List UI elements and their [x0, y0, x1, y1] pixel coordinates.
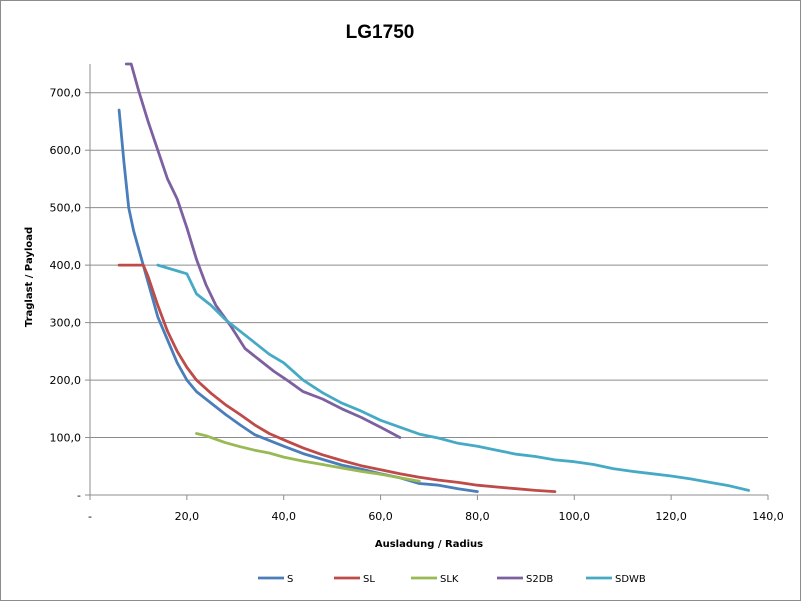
x-tick-label: 100,0 [559, 510, 591, 523]
tick-labels: - 100,0 200,0 300,0 400,0 500,0 600,0 700,0 - 20,… [50, 87, 784, 523]
x-tick-label: 40,0 [271, 510, 296, 523]
x-tick-label: 120,0 [655, 510, 687, 523]
y-tick-label: 300,0 [50, 317, 82, 330]
y-tick-label: 500,0 [50, 202, 82, 215]
x-tick-label: 140,0 [752, 510, 784, 523]
y-axis-label: Traglast / Payload [24, 227, 35, 327]
x-tick-label: 60,0 [368, 510, 393, 523]
series-line-slk [195, 432, 421, 483]
x-tick-label: - [88, 510, 92, 523]
legend-label-s2db: S2DB [526, 574, 553, 585]
y-tick-label: 200,0 [50, 374, 82, 387]
x-tick-label: 80,0 [465, 510, 490, 523]
series-line-s2db [124, 62, 402, 439]
y-tick-label: - [77, 489, 81, 502]
y-tick-label: 600,0 [50, 144, 82, 157]
chart-title: LG1750 [346, 22, 415, 43]
y-tick-label: 700,0 [50, 87, 82, 100]
legend-label-sl: SL [363, 574, 375, 585]
axes [85, 64, 769, 500]
legend-label-sdwb: SDWB [615, 574, 646, 585]
y-tick-label: 400,0 [50, 259, 82, 272]
legend-label-s: S [287, 574, 293, 585]
series-line-sl [117, 263, 557, 493]
legend: S SL SLK S2DB SDWB [258, 574, 646, 585]
y-tick-label: 100,0 [50, 432, 82, 445]
x-axis-label: Ausladung / Radius [375, 539, 483, 550]
gridlines [90, 92, 768, 439]
legend-label-slk: SLK [440, 574, 459, 585]
x-tick-label: 20,0 [175, 510, 200, 523]
series-lines [117, 62, 750, 493]
series-line-sdwb [156, 263, 750, 492]
